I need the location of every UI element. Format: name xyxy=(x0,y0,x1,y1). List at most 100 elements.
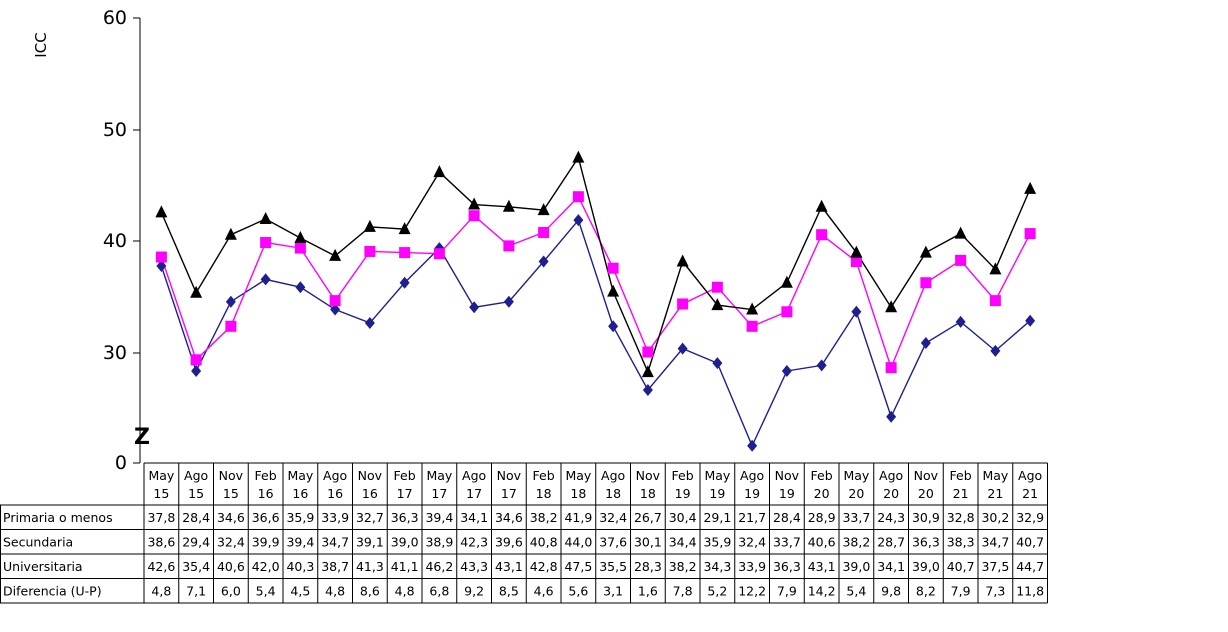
x-tick-label-year: 17 xyxy=(397,486,413,501)
data-point xyxy=(1025,314,1036,327)
data-point xyxy=(295,281,306,294)
table-cell-value: 39,1 xyxy=(356,534,384,549)
x-tick-label-month: Ago xyxy=(601,468,625,483)
data-point xyxy=(573,214,584,227)
table-cell-value: 35,9 xyxy=(703,534,731,549)
table-cell-value: 4,6 xyxy=(534,583,554,598)
table-cell-value: 7,1 xyxy=(186,583,206,598)
data-point xyxy=(608,320,619,333)
data-point xyxy=(503,295,514,308)
table-cell-value: 32,4 xyxy=(599,510,627,525)
table-cell-value: 5,6 xyxy=(568,583,588,598)
table-cell-value: 44,0 xyxy=(564,534,592,549)
data-point xyxy=(711,281,723,293)
x-tick-label-month: Feb xyxy=(255,468,277,483)
table-cell-value: 46,2 xyxy=(425,559,453,574)
data-point xyxy=(677,342,688,355)
table-cell-value: 40,7 xyxy=(947,559,975,574)
x-tick-label-month: Ago xyxy=(740,468,764,483)
data-point xyxy=(503,240,515,252)
y-tick-label: 30 xyxy=(103,342,127,364)
axis-break-marker: Z xyxy=(134,425,150,450)
table-cell-value: 39,9 xyxy=(252,534,280,549)
table-cell-value: 38,2 xyxy=(530,510,558,525)
table-cell-value: 41,9 xyxy=(564,510,592,525)
x-tick-label-year: 19 xyxy=(779,486,795,501)
table-cell-value: 28,4 xyxy=(773,510,801,525)
x-tick-label-year: 20 xyxy=(918,486,934,501)
data-point xyxy=(815,199,828,212)
data-point xyxy=(1024,228,1036,240)
table-cell-value: 4,5 xyxy=(290,583,310,598)
table-cell-value: 38,3 xyxy=(947,534,975,549)
table-cell-value: 38,2 xyxy=(842,534,870,549)
table-cell-value: 30,1 xyxy=(634,534,662,549)
data-point xyxy=(642,346,654,358)
x-tick-label-month: May xyxy=(843,468,869,483)
x-tick-label-year: 21 xyxy=(953,486,969,501)
table-cell-value: 37,6 xyxy=(599,534,627,549)
table-cell-value: 33,7 xyxy=(842,510,870,525)
data-point xyxy=(468,210,480,222)
x-tick-label-month: Nov xyxy=(219,468,244,483)
table-cell-value: 6,8 xyxy=(429,583,449,598)
table-cell-value: 34,4 xyxy=(669,534,697,549)
x-tick-label-year: 18 xyxy=(570,486,586,501)
table-cell-value: 28,3 xyxy=(634,559,662,574)
x-tick-label-month: Ago xyxy=(323,468,347,483)
data-point xyxy=(641,365,654,378)
x-tick-label-month: Feb xyxy=(394,468,416,483)
data-point xyxy=(364,245,376,257)
y-tick-label: 50 xyxy=(103,119,127,141)
data-point xyxy=(989,262,1002,275)
table-cell-value: 6,0 xyxy=(221,583,241,598)
x-tick-label-month: Nov xyxy=(636,468,661,483)
data-point xyxy=(156,259,167,272)
axes: 60 50 40 30 0 ICC Z xyxy=(32,7,150,474)
x-tick-label-month: Ago xyxy=(1018,468,1042,483)
data-point xyxy=(294,231,307,244)
data-point xyxy=(399,247,411,259)
table-cell-value: 32,9 xyxy=(1016,510,1044,525)
x-tick-label-year: 18 xyxy=(640,486,656,501)
table-cell-value: 33,9 xyxy=(738,559,766,574)
table-cell-value: 42,6 xyxy=(147,559,175,574)
table-cell-value: 40,6 xyxy=(217,559,245,574)
x-tick-label-month: Feb xyxy=(950,468,972,483)
table-cell-value: 33,7 xyxy=(773,534,801,549)
data-table: May 15 Ago 15 Nov 15 Feb 16 May 16 Ago 16 Nov 16 Feb 17… xyxy=(0,462,1048,604)
table-cell-value: 36,6 xyxy=(252,510,280,525)
data-point xyxy=(537,203,550,216)
data-point xyxy=(294,242,306,254)
table-cell-value: 40,3 xyxy=(286,559,314,574)
data-point xyxy=(259,212,272,225)
table-cell-value: 36,3 xyxy=(391,510,419,525)
table-cell-value: 5,4 xyxy=(846,583,866,598)
series-line-1 xyxy=(160,195,1031,370)
x-tick-label-year: 15 xyxy=(153,486,169,501)
y-tick-label: 40 xyxy=(103,230,127,252)
series-markers xyxy=(155,150,1037,452)
table-cell-value: 44,7 xyxy=(1016,559,1044,574)
table-cell-value: 39,4 xyxy=(286,534,314,549)
x-tick-label-month: May xyxy=(287,468,313,483)
data-point xyxy=(1024,181,1037,194)
table-cell-value: 3,1 xyxy=(603,583,623,598)
data-point xyxy=(816,359,827,372)
table-cell-value: 34,7 xyxy=(981,534,1009,549)
data-point xyxy=(469,301,480,314)
data-point xyxy=(433,165,446,178)
data-point xyxy=(746,302,759,315)
data-point xyxy=(572,191,584,203)
table-cell-value: 28,4 xyxy=(182,510,210,525)
x-tick-label-year: 15 xyxy=(223,486,239,501)
data-point xyxy=(190,354,202,366)
table-cell-value: 43,1 xyxy=(808,559,836,574)
data-point xyxy=(990,344,1001,357)
table-cell-value: 32,7 xyxy=(356,510,384,525)
data-point xyxy=(955,315,966,328)
table-cell-value: 42,8 xyxy=(530,559,558,574)
table-cell-value: 7,8 xyxy=(673,583,693,598)
x-tick-label-month: May xyxy=(704,468,730,483)
